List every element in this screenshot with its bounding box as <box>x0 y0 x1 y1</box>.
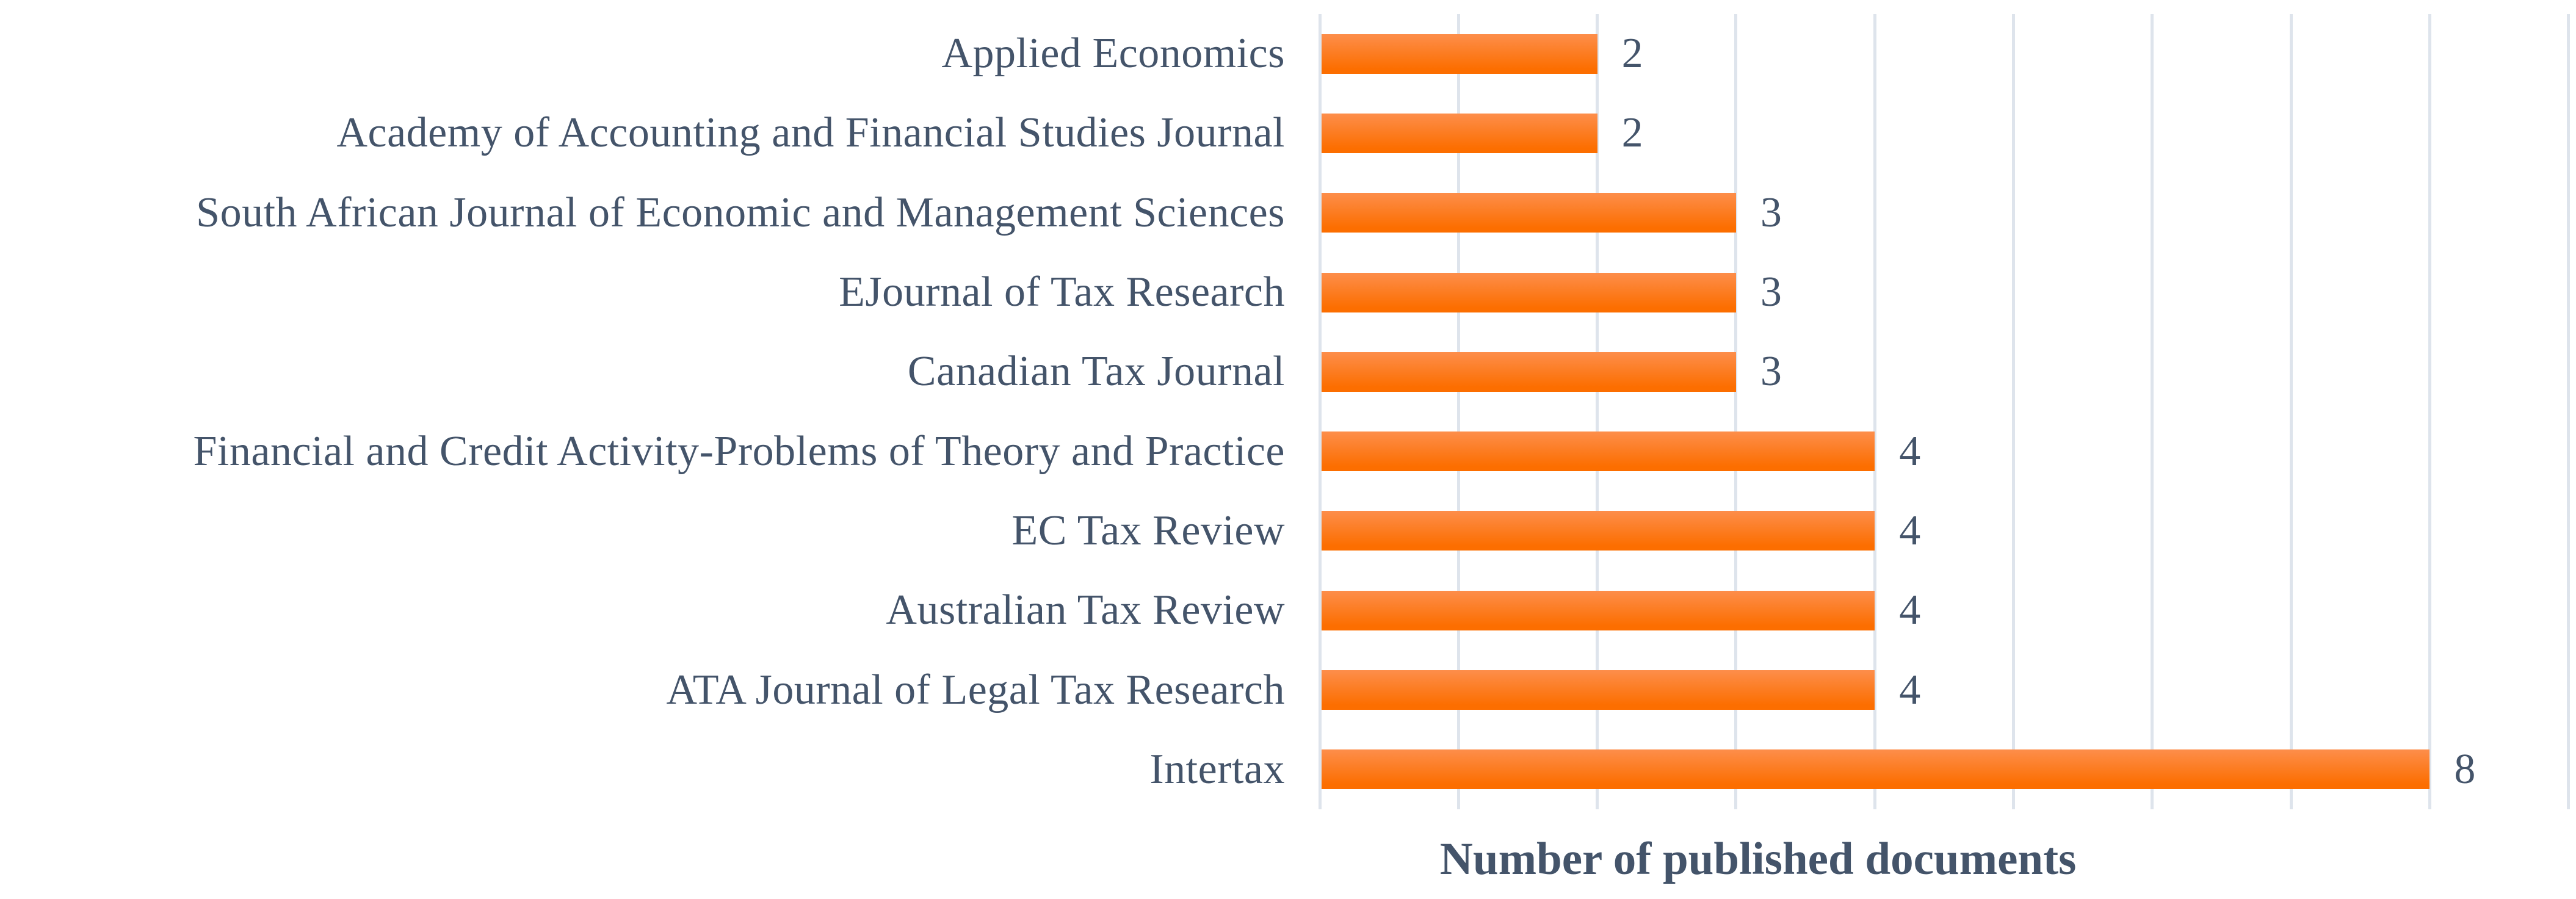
value-label: 4 <box>1899 666 1921 713</box>
bar <box>1322 749 2430 790</box>
category-label: Intertax <box>1149 745 1285 793</box>
x-axis-title: Number of published documents <box>1439 834 2077 884</box>
gridline <box>2428 14 2431 809</box>
gridline <box>2567 14 2571 809</box>
bar <box>1322 431 1875 472</box>
value-label: 3 <box>1760 189 1782 236</box>
gridline <box>2012 14 2015 809</box>
bar <box>1322 113 1597 153</box>
gridline <box>2151 14 2154 809</box>
gridline <box>1734 14 1738 809</box>
category-label: Canadian Tax Journal <box>907 348 1285 395</box>
bar <box>1322 34 1597 74</box>
category-label: Australian Tax Review <box>886 587 1285 634</box>
gridline <box>1456 14 1460 809</box>
value-label: 3 <box>1760 348 1782 395</box>
category-label: Academy of Accounting and Financial Stud… <box>336 109 1285 157</box>
value-label: 2 <box>1621 109 1643 157</box>
gridline <box>1318 14 1322 809</box>
gridline <box>1596 14 1599 809</box>
bar <box>1322 193 1736 233</box>
value-label: 3 <box>1760 269 1782 316</box>
category-label: Applied Economics <box>941 30 1285 78</box>
value-label: 4 <box>1899 587 1921 634</box>
category-label: Financial and Credit Activity-Problems o… <box>193 427 1285 475</box>
value-label: 2 <box>1621 30 1643 78</box>
value-label: 8 <box>2454 745 2476 793</box>
category-label: EJournal of Tax Research <box>839 269 1285 316</box>
gridline <box>2289 14 2293 809</box>
bar <box>1322 670 1875 710</box>
bar <box>1322 272 1736 312</box>
category-label: ATA Journal of Legal Tax Research <box>666 666 1285 713</box>
value-label: 4 <box>1899 507 1921 554</box>
bar <box>1322 511 1875 551</box>
category-label: EC Tax Review <box>1011 507 1285 554</box>
value-label: 4 <box>1899 427 1921 475</box>
bar <box>1322 352 1736 392</box>
bar <box>1322 590 1875 630</box>
category-label: South African Journal of Economic and Ma… <box>196 189 1285 236</box>
gridline <box>1873 14 1876 809</box>
